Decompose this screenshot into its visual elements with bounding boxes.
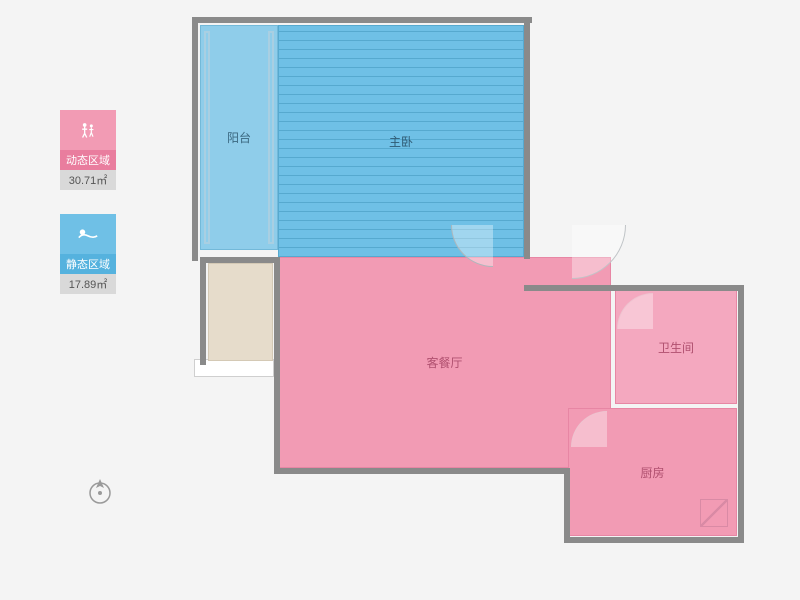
legend-dynamic: 动态区域 30.71㎡ — [60, 110, 116, 190]
window-hatch — [700, 499, 728, 527]
legend-dynamic-value: 30.71㎡ — [60, 170, 116, 190]
wall — [274, 257, 280, 473]
wall — [200, 257, 206, 365]
balcony-frame — [268, 31, 274, 244]
room-label-bathroom: 卫生间 — [658, 339, 694, 356]
figures-icon — [78, 121, 98, 139]
wall — [524, 17, 530, 259]
entry-step — [194, 359, 274, 377]
compass-icon — [85, 476, 115, 506]
wall — [564, 537, 744, 543]
room-master-bedroom: 主卧 — [278, 25, 524, 257]
legend-static: 静态区域 17.89㎡ — [60, 214, 116, 294]
room-label-kitchen: 厨房 — [640, 464, 664, 481]
wall — [200, 257, 278, 263]
legend-dynamic-swatch — [60, 110, 116, 150]
legend-static-value: 17.89㎡ — [60, 274, 116, 294]
wall — [192, 17, 532, 23]
door-arc — [572, 225, 626, 279]
wall — [738, 285, 744, 543]
legend-dynamic-label: 动态区域 — [60, 150, 116, 170]
balcony-frame — [204, 31, 210, 244]
room-balcony: 阳台 — [200, 25, 278, 250]
legend: 动态区域 30.71㎡ 静态区域 17.89㎡ — [60, 110, 116, 318]
room-label-living-dining: 客餐厅 — [426, 354, 462, 371]
sleeping-icon — [77, 227, 99, 241]
wall — [192, 17, 198, 261]
wall — [564, 468, 570, 540]
room-label-balcony: 阳台 — [227, 129, 251, 146]
wall — [274, 468, 570, 474]
legend-static-label: 静态区域 — [60, 254, 116, 274]
room-corridor — [208, 263, 273, 361]
wall — [524, 285, 744, 291]
room-label-master-bedroom: 主卧 — [389, 133, 413, 150]
legend-static-swatch — [60, 214, 116, 254]
floorplan: 阳台 主卧客餐厅 卫生间厨房 — [192, 15, 752, 555]
